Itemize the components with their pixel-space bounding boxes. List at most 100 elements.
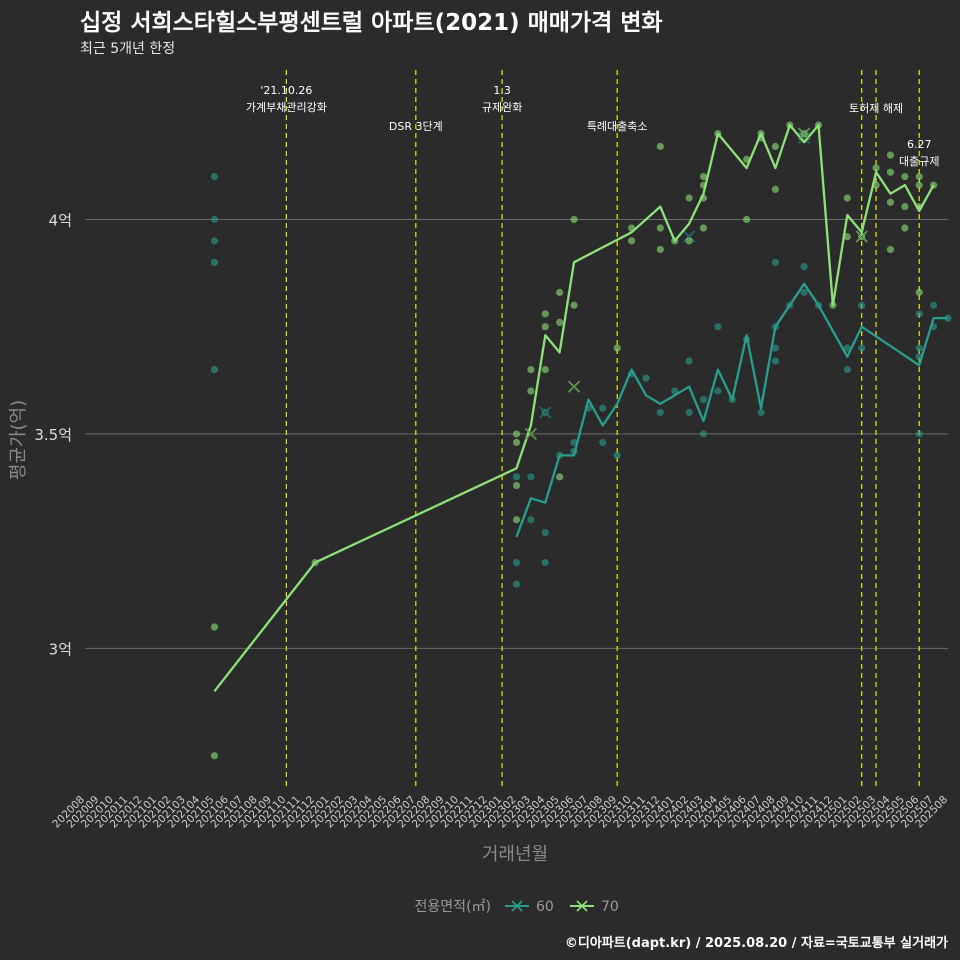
- data-point-70: [886, 168, 895, 176]
- data-point-70: [843, 232, 851, 241]
- event-label: '21.10.26: [260, 84, 312, 97]
- cross-mark-outline-70: [855, 230, 868, 243]
- event-label: 토허제 해제: [849, 101, 903, 115]
- data-point-70: [915, 181, 923, 189]
- data-point-60: [541, 529, 549, 537]
- chart-title: 십정 서희스타힐스부평센트럴 아파트(2021) 매매가격 변화: [80, 10, 663, 36]
- legend-swatch-cross-60: [511, 900, 523, 912]
- data-point-60: [771, 344, 780, 352]
- data-point-60: [527, 516, 535, 524]
- data-point-70: [685, 237, 693, 245]
- data-point-60: [714, 323, 722, 331]
- data-point-70: [872, 164, 880, 172]
- data-point-70: [886, 151, 895, 159]
- data-point-60: [210, 258, 219, 266]
- data-series: [210, 121, 952, 760]
- legend-label-70: 70: [601, 899, 619, 915]
- legend-label-60: 60: [536, 899, 554, 915]
- data-point-70: [541, 323, 549, 331]
- cross-mark-outline-60: [798, 132, 810, 144]
- cross-mark-outline-60: [539, 406, 552, 419]
- data-point-60: [714, 387, 722, 395]
- data-point-70: [570, 215, 578, 224]
- data-point-70: [886, 198, 895, 206]
- data-point-60: [800, 288, 808, 296]
- cross-mark-outline-70: [798, 127, 810, 140]
- cross-mark-outline-60: [683, 230, 695, 243]
- data-point-60: [685, 357, 693, 365]
- data-point-70: [901, 172, 909, 181]
- event-label: 대출규제: [899, 155, 939, 168]
- data-point-70: [512, 430, 521, 438]
- data-point-60: [210, 365, 219, 374]
- data-point-60: [843, 365, 851, 374]
- data-point-60: [915, 344, 923, 352]
- data-point-70: [210, 623, 219, 631]
- cross-mark-outline-70: [568, 380, 580, 393]
- data-point-60: [915, 430, 923, 438]
- y-tick-label: 3억: [49, 640, 72, 658]
- data-point-70: [743, 215, 751, 224]
- data-point-70: [656, 224, 664, 232]
- data-point-60: [599, 404, 607, 412]
- data-point-60: [642, 374, 650, 382]
- event-label: 1.3: [493, 84, 511, 97]
- series-line-70: [213, 123, 935, 693]
- data-point-70: [699, 172, 708, 181]
- event-label: 6.27: [907, 138, 932, 151]
- data-point-70: [771, 185, 780, 194]
- data-point-70: [512, 516, 521, 524]
- event-label: 규제완화: [482, 101, 522, 114]
- legend-swatch-cross-70: [576, 900, 588, 912]
- legend: 전용면적(㎡) 60 70: [415, 899, 619, 915]
- data-point-60: [527, 473, 535, 481]
- data-point-60: [210, 215, 219, 224]
- data-point-70: [843, 194, 851, 202]
- caption: ©디아파트(dapt.kr) / 2025.08.20 / 자료=국토교통부 실…: [565, 935, 948, 951]
- data-point-60: [930, 301, 938, 309]
- data-point-70: [699, 224, 708, 232]
- data-point-70: [901, 224, 909, 232]
- data-point-70: [556, 473, 564, 481]
- data-point-60: [656, 408, 664, 417]
- event-label: 가계부채관리강화: [246, 101, 327, 114]
- data-point-60: [210, 237, 219, 245]
- data-point-60: [843, 344, 851, 352]
- data-point-70: [527, 365, 535, 374]
- data-point-60: [685, 408, 693, 417]
- data-point-70: [901, 202, 909, 211]
- data-point-60: [771, 258, 780, 266]
- cross-mark-outline-70: [525, 428, 537, 440]
- data-point-70: [613, 344, 621, 352]
- y-axis-title: 평균가(억): [8, 400, 29, 480]
- data-point-70: [556, 288, 564, 296]
- y-tick-label: 3.5억: [34, 426, 72, 444]
- data-point-60: [512, 473, 521, 481]
- data-point-60: [757, 408, 765, 417]
- data-point-70: [512, 438, 521, 447]
- data-point-60: [699, 430, 708, 438]
- data-point-60: [613, 451, 621, 459]
- data-point-60: [512, 580, 521, 588]
- data-point-70: [541, 365, 549, 374]
- data-point-60: [512, 559, 521, 567]
- data-point-60: [771, 357, 780, 365]
- data-point-70: [915, 288, 923, 296]
- data-point-60: [671, 387, 679, 395]
- data-point-60: [699, 396, 708, 404]
- x-axis-title: 거래년월: [482, 844, 548, 865]
- y-tick-labels: 3억 3.5억 4억: [34, 211, 72, 658]
- data-point-60: [915, 310, 923, 318]
- series-line-60: [515, 282, 948, 538]
- data-point-70: [685, 194, 693, 202]
- data-point-70: [886, 245, 895, 254]
- chart-subtitle: 최근 5개년 한정: [80, 41, 175, 57]
- data-point-60: [858, 344, 866, 352]
- data-point-60: [800, 263, 808, 271]
- event-label: 특례대출축소: [587, 120, 648, 133]
- event-label: DSR 3단계: [389, 120, 443, 133]
- data-point-70: [656, 142, 664, 151]
- data-point-70: [570, 301, 578, 309]
- data-point-70: [527, 387, 535, 395]
